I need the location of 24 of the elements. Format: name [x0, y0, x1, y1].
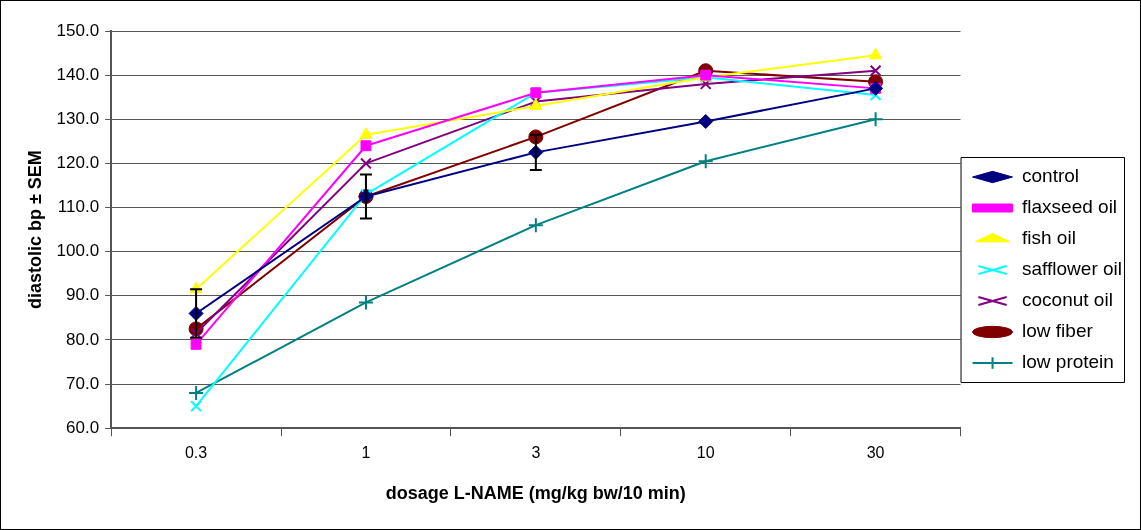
y-tick-label: 150.0	[56, 20, 100, 40]
legend-label: fish oil	[1022, 227, 1076, 249]
legend-label: control	[1022, 165, 1080, 187]
legend-label: flaxseed oil	[1022, 196, 1118, 218]
y-tick-label: 60.0	[66, 417, 100, 437]
y-tick-label: 90.0	[66, 285, 100, 305]
x-axis-title: dosage L-NAME (mg/kg bw/10 min)	[385, 483, 686, 504]
y-tick-label: 140.0	[56, 64, 100, 84]
x-tick-label: 3	[531, 444, 541, 462]
y-tick-label: 70.0	[66, 373, 100, 393]
y-tick-label: 80.0	[66, 329, 100, 349]
legend-label: low protein	[1022, 351, 1114, 373]
y-tick-label: 130.0	[56, 108, 100, 128]
y-tick-label: 100.0	[56, 241, 100, 261]
x-tick-label: 1	[361, 444, 371, 462]
x-tick-label: 30	[866, 444, 885, 462]
x-tick-label: 0.3	[184, 444, 208, 462]
y-tick-label: 110.0	[57, 197, 100, 217]
y-tick-label: 120.0	[56, 153, 100, 173]
legend-label: coconut oil	[1022, 289, 1113, 311]
legend-label: low fiber	[1022, 320, 1094, 342]
x-tick-label: 10	[696, 444, 715, 462]
y-axis-title: diastolic bp ± SEM	[24, 150, 45, 310]
legend-label: safflower oil	[1022, 258, 1123, 280]
